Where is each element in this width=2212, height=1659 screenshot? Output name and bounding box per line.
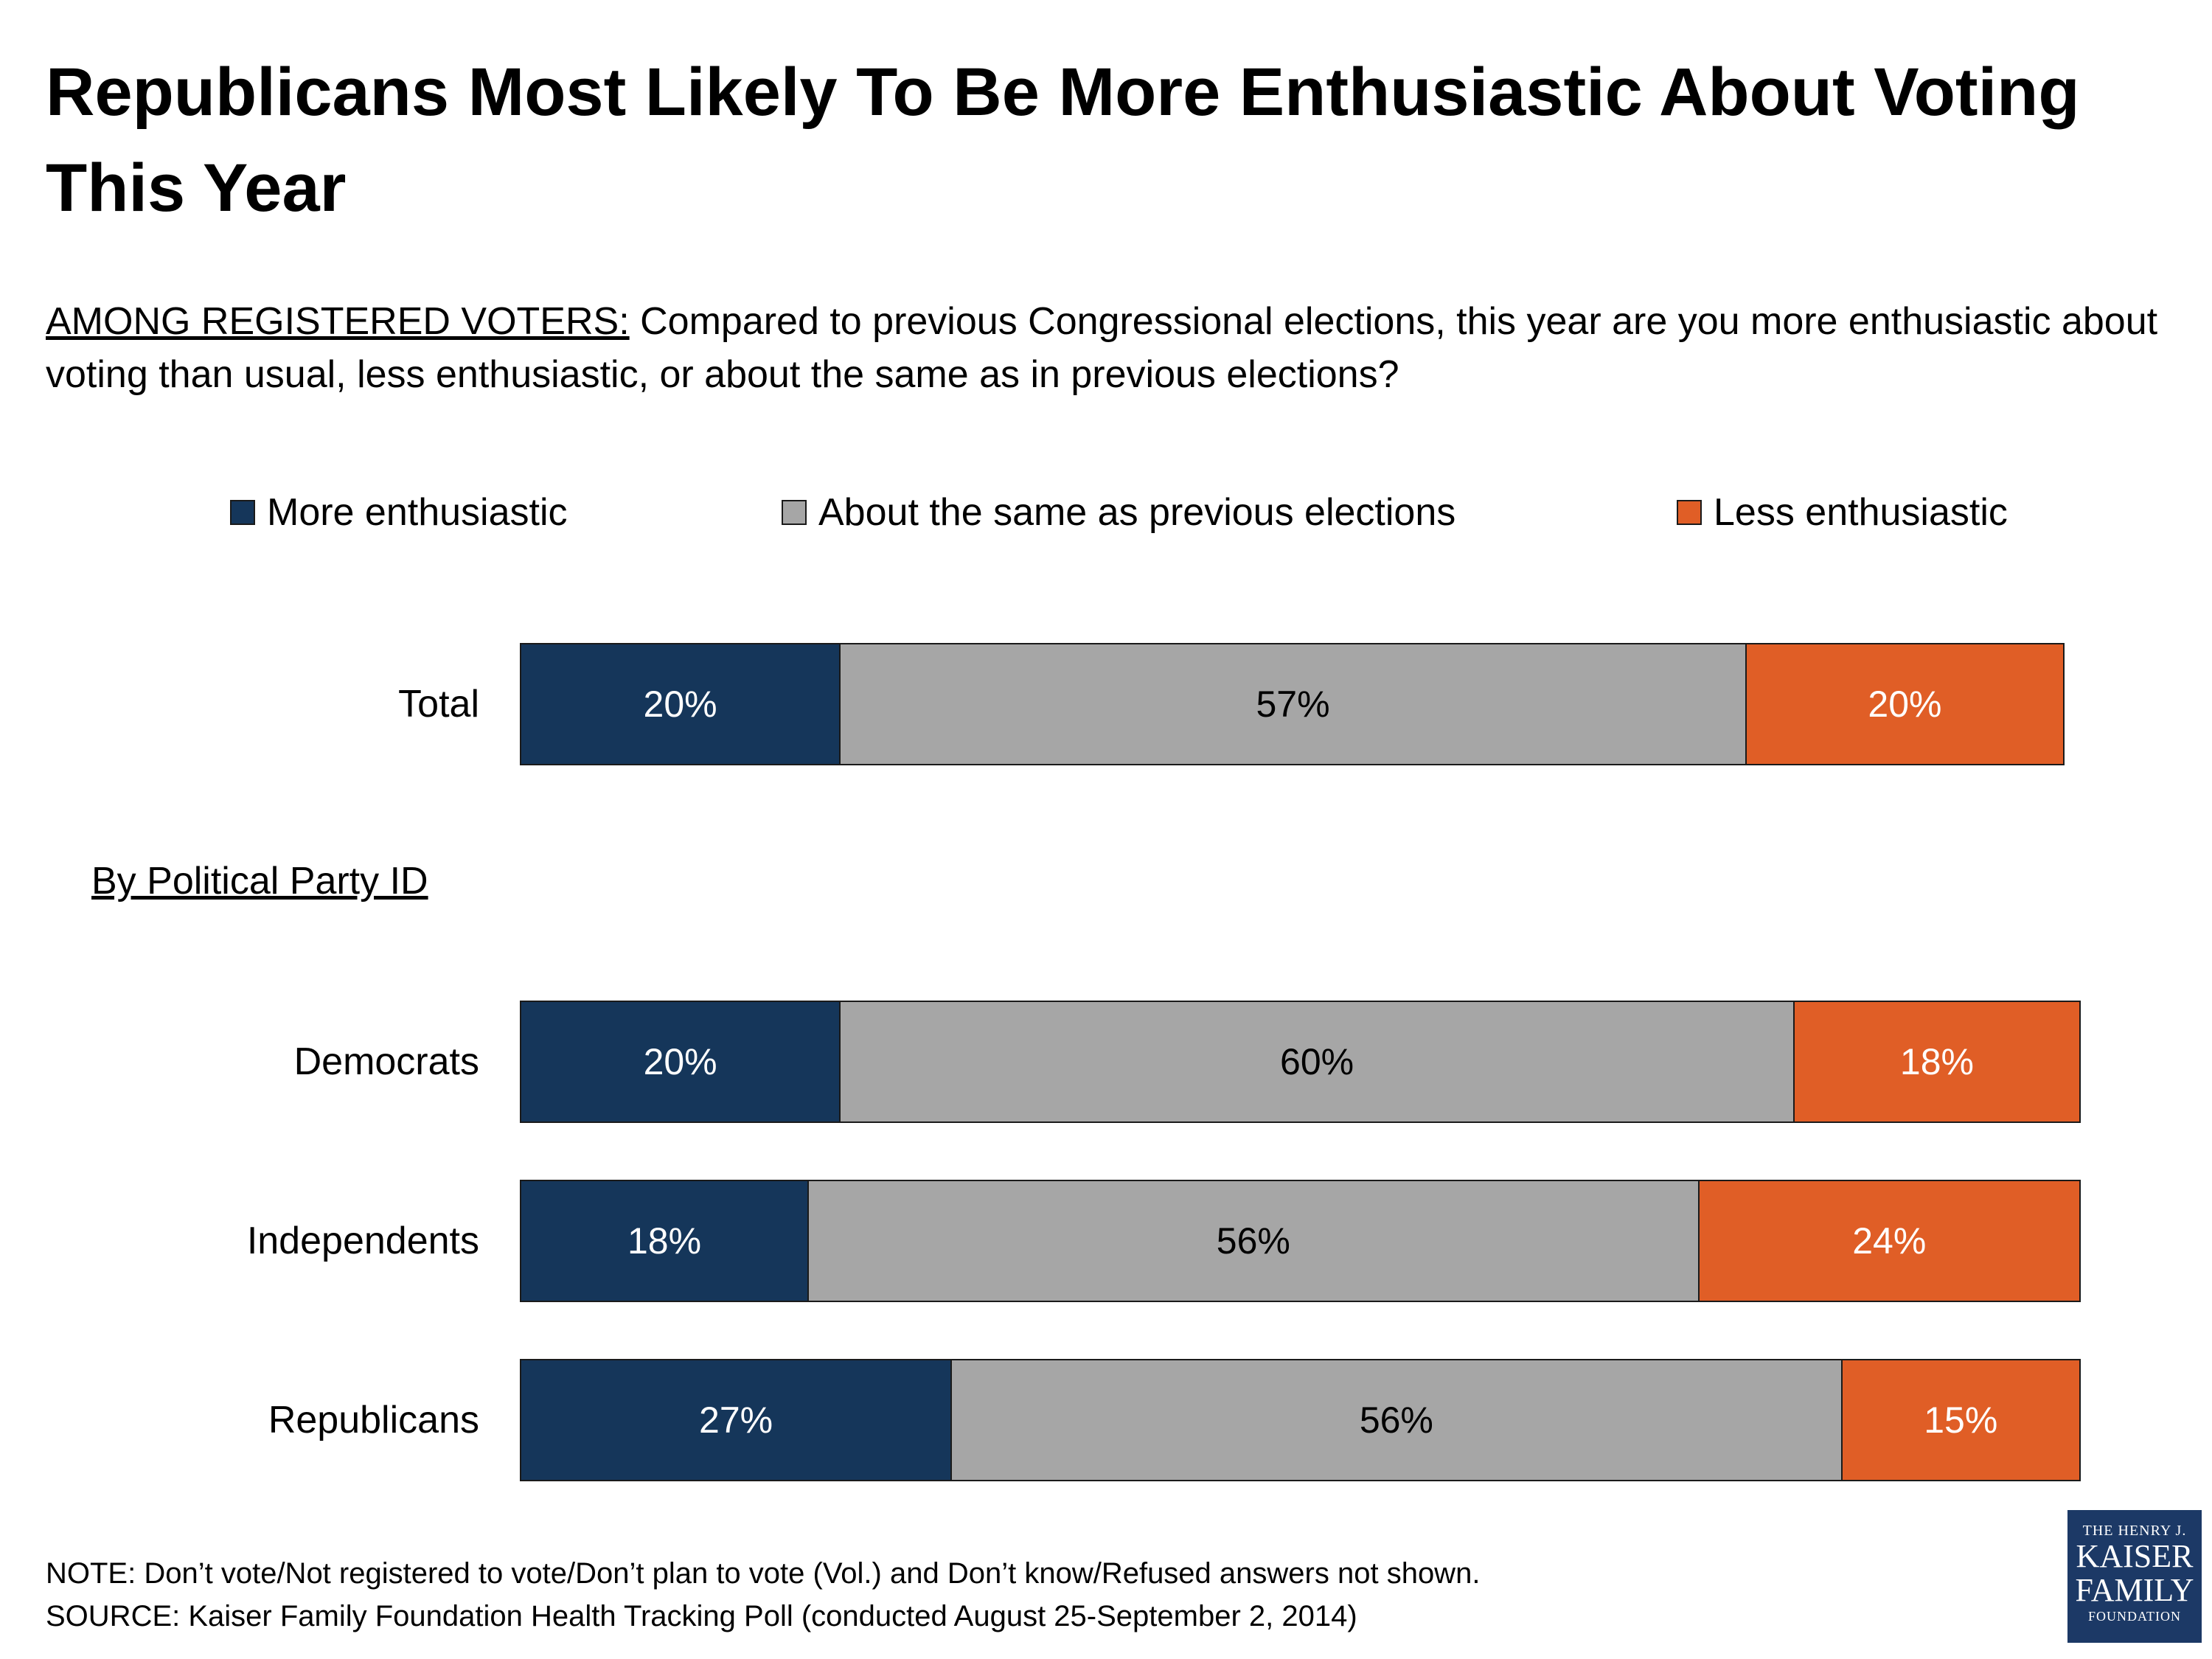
- bar-segment-independents-less-enthusiastic: 24%: [1697, 1181, 2079, 1301]
- chart-title: Republicans Most Likely To Be More Enthu…: [46, 55, 2080, 226]
- row-label-republicans: Republicans: [268, 1399, 479, 1441]
- legend-swatch-less: [1677, 500, 1702, 525]
- legend-label-same: About the same as previous elections: [818, 491, 1456, 534]
- bar-segment-democrats-more-enthusiastic: 20%: [521, 1002, 840, 1121]
- bar-segment-total-less-enthusiastic: 20%: [1745, 644, 2063, 764]
- row-label-independents: Independents: [246, 1220, 479, 1262]
- logo-line-2: KAISER: [2076, 1538, 2194, 1574]
- data-label-democrats-less-enthusiastic: 18%: [1899, 1041, 1974, 1082]
- bar-republicans: 27% 56% 15%: [520, 1359, 2081, 1481]
- bar-segment-total-more-enthusiastic: 20%: [521, 644, 840, 764]
- question-lead: AMONG REGISTERED VOTERS:: [46, 300, 630, 343]
- bar-independents: 18% 56% 24%: [520, 1180, 2081, 1302]
- data-label-democrats-more-enthusiastic: 20%: [643, 1041, 717, 1082]
- data-label-total-more-enthusiastic: 20%: [643, 684, 717, 725]
- data-label-independents-less-enthusiastic: 24%: [1852, 1220, 1927, 1262]
- data-label-independents-more-enthusiastic: 18%: [627, 1220, 702, 1262]
- row-label-total: Total: [398, 683, 479, 726]
- data-label-republicans-less-enthusiastic: 15%: [1924, 1399, 1998, 1441]
- source-text: SOURCE: Kaiser Family Foundation Health …: [46, 1600, 1357, 1632]
- legend-swatch-more: [230, 500, 255, 525]
- question-text: Compared to previous Congressional elect…: [46, 300, 2158, 396]
- kaiser-family-foundation-logo: THE HENRY J. KAISER FAMILY FOUNDATION: [2067, 1510, 2202, 1643]
- logo-line-1: THE HENRY J.: [2082, 1523, 2187, 1539]
- bar-democrats: 20% 60% 18%: [520, 1001, 2081, 1123]
- data-label-total-less-enthusiastic: 20%: [1868, 684, 1942, 725]
- logo-line-4: FOUNDATION: [2088, 1609, 2181, 1624]
- bar-segment-total-about-same: 57%: [839, 644, 1745, 764]
- bar-segment-republicans-about-same: 56%: [950, 1360, 1841, 1480]
- survey-question: AMONG REGISTERED VOTERS: Compared to pre…: [46, 295, 2169, 401]
- legend: More enthusiastic About the same as prev…: [0, 487, 2212, 538]
- legend-item-same: About the same as previous elections: [782, 487, 1455, 538]
- data-label-independents-about-same: 56%: [1216, 1220, 1290, 1262]
- section-label-party: By Political Party ID: [91, 860, 428, 902]
- legend-label-less: Less enthusiastic: [1714, 491, 2008, 534]
- legend-item-less: Less enthusiastic: [1677, 487, 2008, 538]
- bar-segment-republicans-less-enthusiastic: 15%: [1840, 1360, 2079, 1480]
- data-label-republicans-about-same: 56%: [1359, 1399, 1433, 1441]
- logo-line-3: FAMILY: [2075, 1572, 2194, 1608]
- legend-item-more: More enthusiastic: [230, 487, 568, 538]
- bar-segment-republicans-more-enthusiastic: 27%: [521, 1360, 951, 1480]
- legend-label-more: More enthusiastic: [267, 491, 568, 534]
- bar-segment-independents-more-enthusiastic: 18%: [521, 1181, 808, 1301]
- row-label-democrats: Democrats: [293, 1040, 479, 1083]
- legend-swatch-same: [782, 500, 807, 525]
- bar-segment-independents-about-same: 56%: [807, 1181, 1698, 1301]
- footnotes: NOTE: Don’t vote/Not registered to vote/…: [46, 1552, 1480, 1638]
- data-label-total-about-same: 57%: [1256, 684, 1330, 725]
- bar-segment-democrats-less-enthusiastic: 18%: [1792, 1002, 2079, 1121]
- data-label-democrats-about-same: 60%: [1280, 1041, 1354, 1082]
- data-label-republicans-more-enthusiastic: 27%: [699, 1399, 773, 1441]
- bar-total: 20% 57% 20%: [520, 643, 2065, 765]
- note-text: NOTE: Don’t vote/Not registered to vote/…: [46, 1557, 1481, 1590]
- bar-segment-democrats-about-same: 60%: [839, 1002, 1793, 1121]
